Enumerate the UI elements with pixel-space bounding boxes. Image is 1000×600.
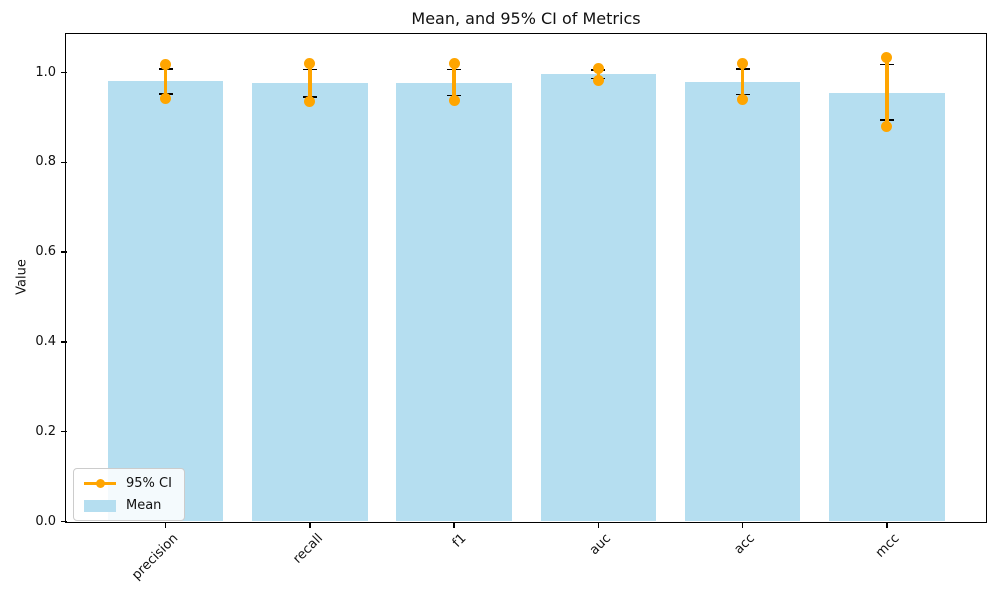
x-tick-mark-recall [309,521,311,528]
ci-dot-low-f1 [448,94,460,106]
plot-area [65,33,987,523]
x-tick-mark-auc [597,521,600,528]
ci-dot-low-auc [592,74,604,86]
x-tick-label-acc: acc [731,530,759,557]
ci-dot-high-auc [592,62,604,74]
ci-line-mcc [885,57,889,127]
y-tick-label: 1.0 [35,64,56,80]
x-tick-mark-mcc [886,521,888,528]
x-tick-mark-acc [741,521,744,528]
bar-auc [540,74,657,522]
x-tick-label-f1: f1 [450,530,470,551]
ci-dot-high-precision [160,58,172,70]
legend-label-mean: Mean [126,498,162,513]
x-tick-label-recall: recall [289,530,326,567]
ci-line-recall [308,63,312,102]
mean-patch-icon [84,499,116,512]
legend: 95% CI Mean [73,468,185,521]
ci-line-f1 [452,63,456,101]
bar-mcc [829,93,945,522]
bar-recall [252,83,368,522]
ci-dot-high-recall [304,57,316,69]
x-tick-mark-precision [164,521,167,528]
ci-line-precision [163,64,168,99]
ci-dot-high-acc [737,58,749,70]
ci-dot-low-recall [304,95,316,107]
y-tick-label: 0.4 [35,333,56,349]
bar-precision [107,80,224,522]
x-tick-label-mcc: mcc [872,530,903,561]
x-tick-mark-f1 [453,521,455,528]
y-tick-label: 0.8 [35,154,56,170]
ci-dot-high-f1 [448,58,460,70]
legend-mean-swatch [84,499,116,513]
legend-label-ci: 95% CI [126,476,172,491]
ci-line-acc [740,63,745,100]
ci-dot-low-precision [160,92,172,104]
y-tick-mark [60,341,67,343]
y-tick-mark [60,71,67,74]
legend-item-ci: 95% CI [84,476,172,491]
bar-acc [684,82,801,522]
legend-item-mean: Mean [84,498,172,513]
y-tick-mark [60,251,67,253]
y-tick-label: 0.6 [35,244,56,260]
y-tick-label: 0.0 [35,513,56,529]
ci-dot-high-mcc [881,52,893,64]
y-tick-mark [60,520,67,523]
y-tick-label: 0.2 [35,423,56,439]
ci-dot-low-mcc [881,121,893,133]
bar-f1 [396,82,512,522]
legend-ci-swatch [84,477,116,491]
ci-dot-low-acc [737,94,749,106]
chart-title: Mean, and 95% CI of Metrics [411,9,641,28]
y-tick-mark [60,161,67,164]
x-tick-label-auc: auc [586,530,614,558]
ci-line-auc [596,68,601,81]
x-tick-label-precision: precision [129,530,182,583]
ci-dot-icon [95,479,105,488]
y-tick-mark [60,430,67,433]
